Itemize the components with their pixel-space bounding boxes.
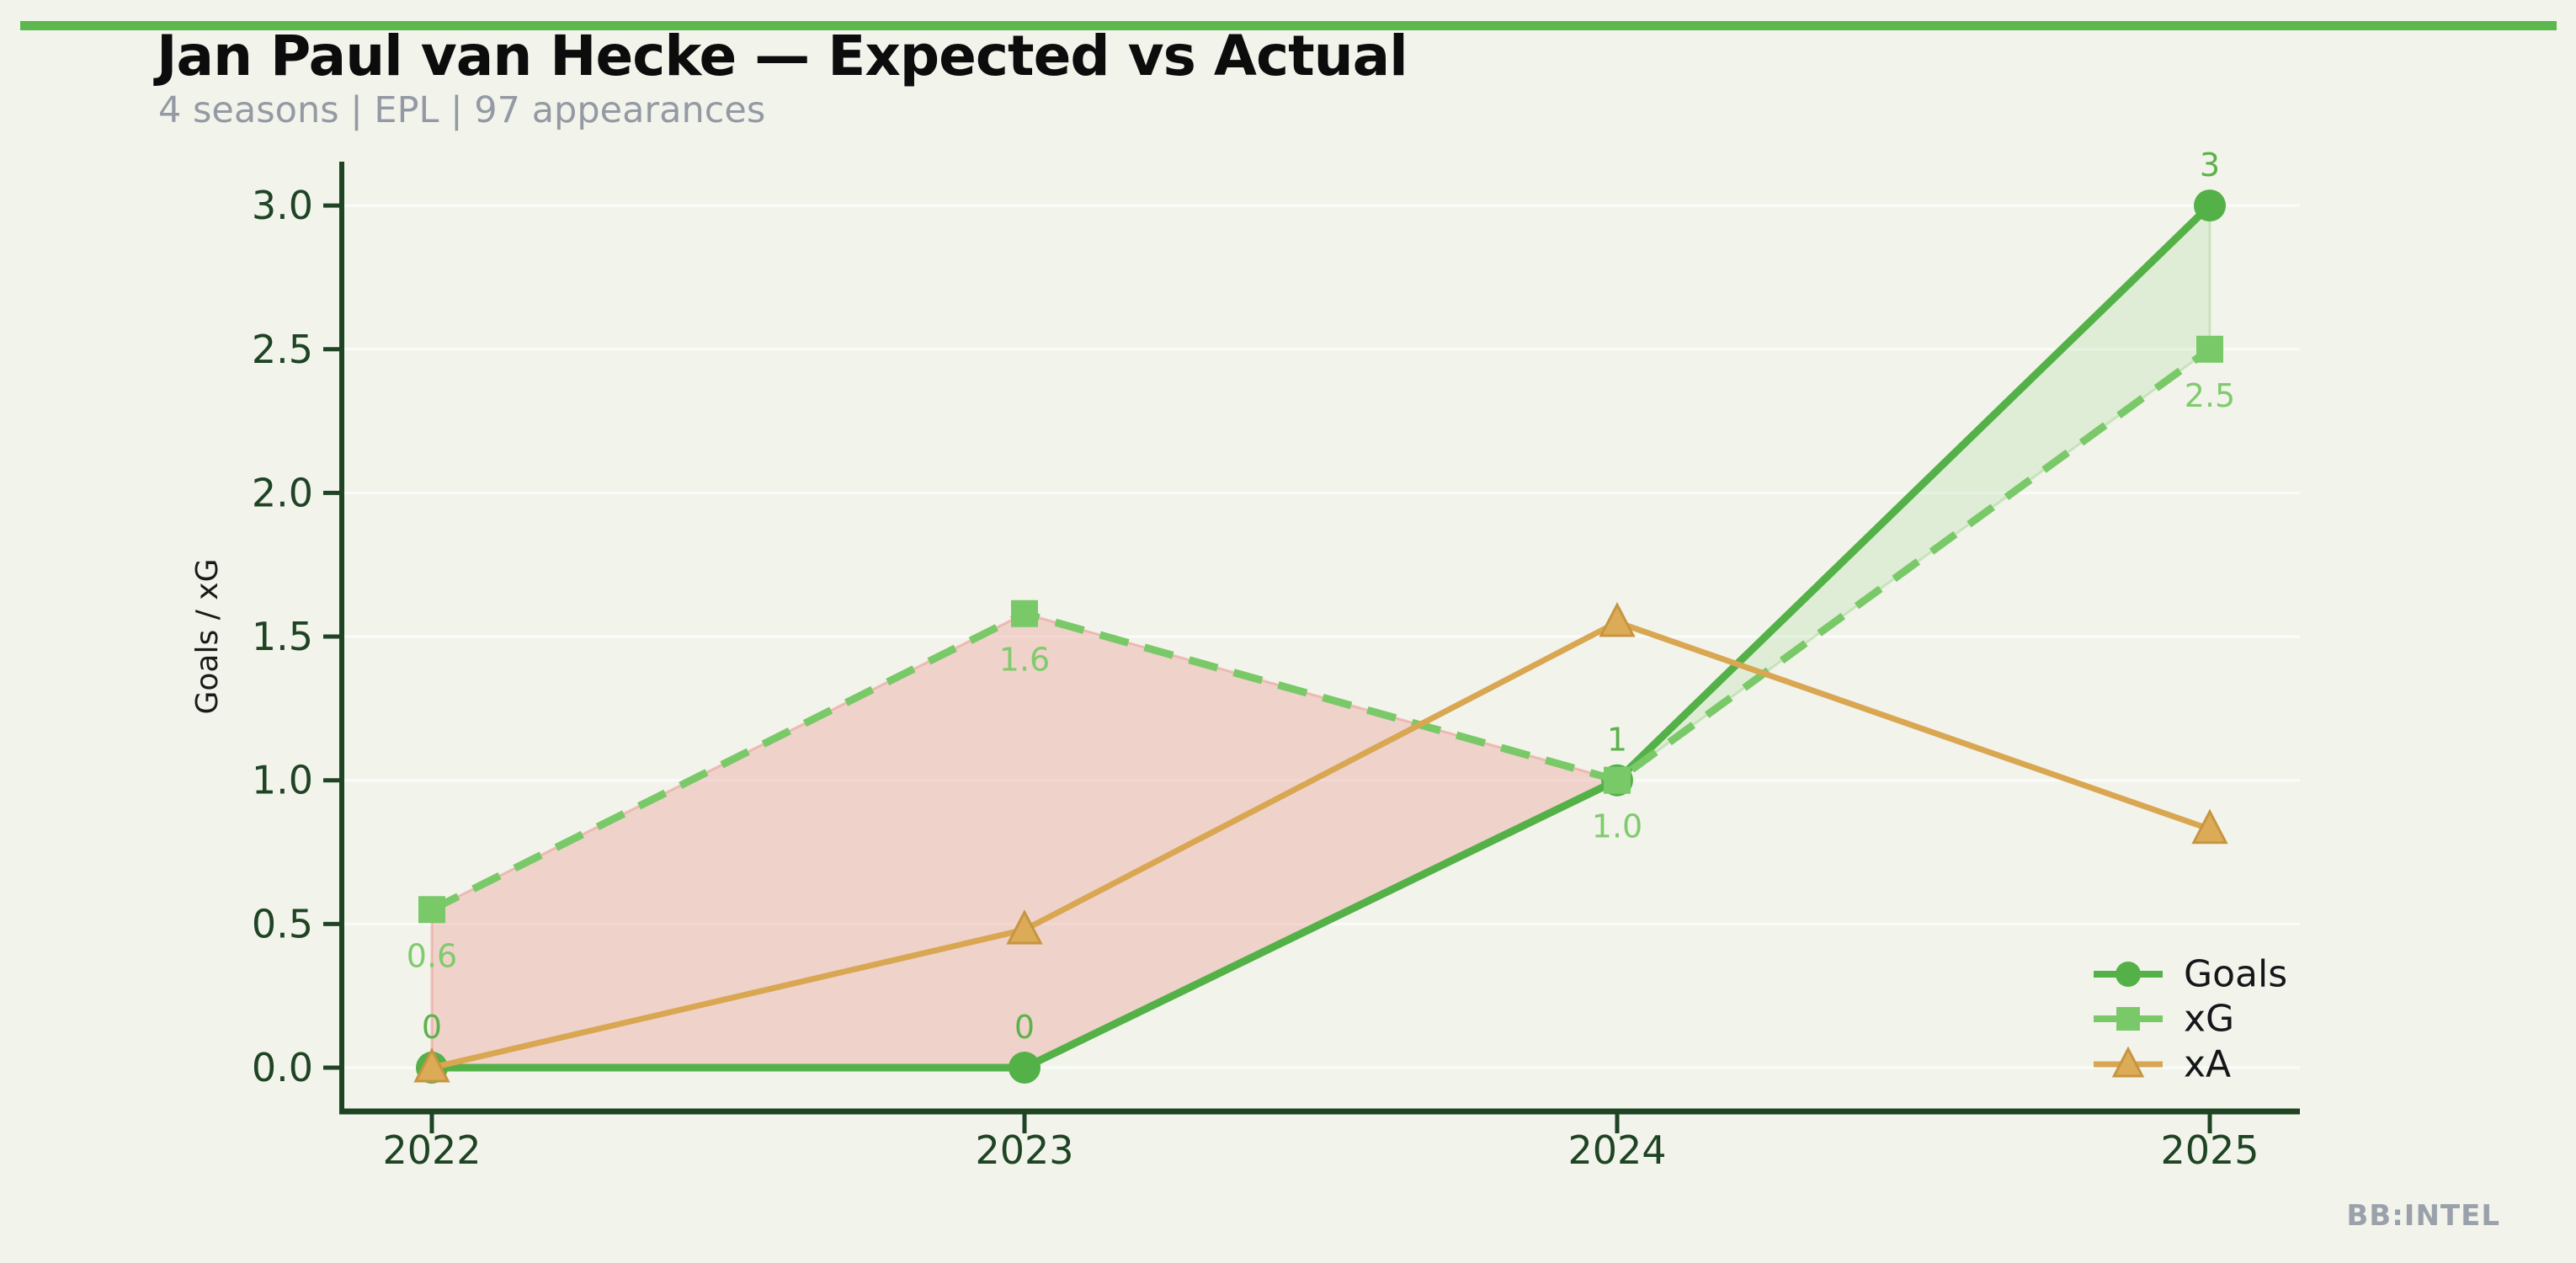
xg-value-label-2024: 1.0 — [1592, 808, 1642, 845]
xg-line — [429, 346, 2212, 914]
xa-point-2025 — [2191, 808, 2228, 845]
legend-item-xg: xG — [2094, 998, 2234, 1041]
legend-goals-label: Goals — [2184, 953, 2287, 996]
legend-xg-label: xG — [2184, 998, 2234, 1041]
legend-goals-marker-icon — [2116, 962, 2141, 987]
goals-value-label-2023: 0 — [1014, 1009, 1035, 1046]
goals-value-label-2024: 1 — [1607, 722, 1627, 759]
chart-title: Jan Paul van Hecke — Expected vs Actual — [157, 24, 1408, 88]
series-xg — [418, 335, 2223, 924]
y-tick-label-3.0: 3.0 — [252, 183, 313, 228]
xg-point-2023 — [1011, 600, 1038, 627]
x-tick-label-2023: 2023 — [975, 1127, 1073, 1173]
goals-line — [432, 202, 2213, 1072]
xg-point-2025 — [2196, 335, 2223, 363]
value-labels: 0 0 1 3 0.6 1.6 1.0 2.5 — [407, 147, 2235, 1046]
y-tick-label-0.5: 0.5 — [252, 901, 313, 946]
xa-point-2022 — [413, 1047, 450, 1083]
xg-point-2024 — [1604, 766, 1631, 794]
y-tick-label-1.0: 1.0 — [252, 758, 313, 803]
x-tick-label-2025: 2025 — [2160, 1127, 2259, 1173]
legend-xg-marker-icon — [2116, 1007, 2140, 1031]
series-xa — [413, 601, 2228, 1083]
fill-region-xG-over-Goals — [430, 612, 1621, 1069]
xg-value-label-2022: 0.6 — [407, 937, 457, 974]
gridlines — [344, 204, 2300, 1069]
goals-value-label-2022: 0 — [422, 1009, 442, 1046]
y-tick-label-2.5: 2.5 — [252, 327, 313, 372]
y-tick-label-0.0: 0.0 — [252, 1045, 313, 1090]
legend-xa-marker-icon — [2111, 1046, 2145, 1078]
axes: 0.0 0.5 1.0 1.5 2.0 2.5 3.0 2022 2023 2024 2025 — [252, 162, 2300, 1173]
legend-item-xa: xA — [2094, 1043, 2231, 1086]
y-tick-label-1.5: 1.5 — [252, 614, 313, 659]
xa-point-2024 — [1599, 601, 1636, 637]
x-tick-label-2022: 2022 — [382, 1127, 481, 1173]
legend-xa-label: xA — [2184, 1043, 2231, 1086]
goals-point-2023 — [1009, 1052, 1041, 1084]
legend-item-goals: Goals — [2094, 953, 2287, 996]
x-tick-label-2024: 2024 — [1567, 1127, 1666, 1173]
chart-subtitle: 4 seasons | EPL | 97 appearances — [158, 89, 766, 131]
xg-value-label-2023: 1.6 — [999, 642, 1050, 679]
xa-line — [431, 619, 2211, 1071]
xg-value-label-2025: 2.5 — [2185, 377, 2235, 414]
xa-point-2023 — [1006, 909, 1043, 945]
top-accent-bar — [20, 21, 2557, 30]
goals-point-2025 — [2194, 189, 2226, 222]
y-tick-label-2.0: 2.0 — [252, 470, 313, 515]
y-axis-label: Goals / xG — [190, 559, 225, 715]
goals-value-label-2025: 3 — [2200, 147, 2220, 184]
watermark: BB:INTEL — [2346, 1199, 2500, 1233]
xg-point-2022 — [418, 896, 445, 924]
